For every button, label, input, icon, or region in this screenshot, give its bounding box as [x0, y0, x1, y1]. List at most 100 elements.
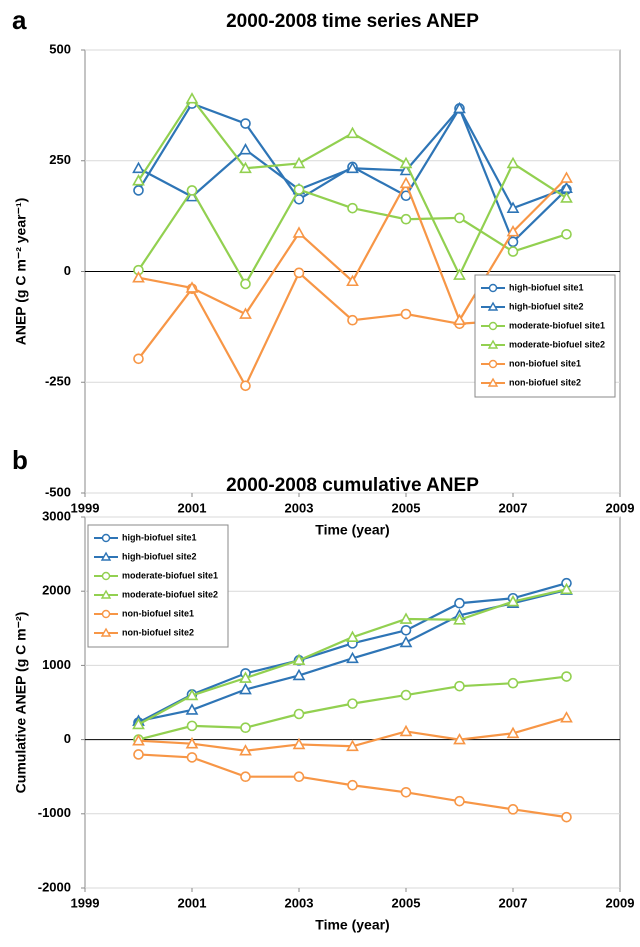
marker-circle	[400, 786, 412, 798]
marker-triangle	[506, 201, 520, 213]
marker-triangle	[453, 268, 466, 280]
marker-triangle	[560, 711, 573, 723]
marker-circle	[240, 380, 251, 392]
marker-triangle	[239, 682, 252, 695]
legend-marker	[101, 609, 111, 619]
chart-title: 2000-2008 time series ANEP	[226, 11, 479, 32]
marker-circle	[507, 677, 519, 689]
legend-marker	[101, 571, 111, 581]
marker-triangle	[399, 156, 413, 169]
marker-triangle	[399, 724, 413, 737]
legend-label: moderate-biofuel site1	[122, 570, 218, 580]
marker-circle	[347, 202, 358, 214]
y-axis-title: Cumulative ANEP (g C m⁻²)	[13, 612, 29, 794]
y-tick-label: -500	[45, 484, 71, 499]
marker-circle	[240, 118, 251, 129]
marker-triangle	[239, 143, 252, 155]
marker-triangle	[453, 101, 466, 114]
marker-triangle	[132, 271, 145, 283]
x-tick-label: 2007	[499, 500, 528, 515]
legend-marker	[487, 339, 499, 349]
marker-circle	[133, 185, 144, 196]
x-tick-label: 1999	[71, 500, 100, 515]
marker-triangle	[292, 653, 306, 666]
marker-circle	[400, 689, 412, 701]
y-axis-title: ANEP (g C m⁻² year⁻¹)	[13, 198, 29, 346]
x-tick-label: 2009	[606, 895, 635, 910]
legend-box	[474, 274, 616, 398]
marker-circle	[293, 267, 305, 279]
marker-circle	[400, 308, 412, 320]
legend-label: moderate-biofuel site2	[122, 589, 218, 599]
legend-box	[87, 524, 229, 648]
marker-triangle	[185, 281, 199, 293]
legend-label: moderate-biofuel site2	[509, 339, 605, 349]
marker-circle	[347, 314, 358, 326]
marker-triangle	[506, 594, 520, 607]
marker-circle	[186, 752, 198, 763]
marker-triangle	[399, 612, 413, 624]
marker-triangle	[506, 156, 520, 169]
y-tick-label: 3000	[42, 508, 71, 523]
legend-marker	[100, 627, 112, 637]
marker-circle	[507, 246, 519, 257]
marker-triangle	[506, 726, 520, 739]
marker-triangle	[560, 191, 573, 203]
marker-triangle	[239, 744, 252, 756]
legend-label: high-biofuel site1	[509, 282, 584, 292]
marker-circle	[454, 212, 465, 224]
marker-triangle	[346, 739, 359, 752]
marker-circle	[347, 698, 358, 709]
marker-circle	[454, 597, 465, 609]
legend-label: moderate-biofuel site1	[509, 320, 605, 330]
legend-marker	[487, 377, 499, 387]
marker-triangle	[346, 651, 359, 664]
legend-marker	[100, 551, 112, 561]
marker-circle	[454, 795, 465, 807]
marker-triangle	[185, 92, 199, 104]
marker-triangle	[292, 156, 306, 169]
marker-circle	[347, 779, 358, 791]
x-tick-label: 2009	[606, 500, 635, 515]
marker-triangle	[346, 274, 359, 287]
legend-label: high-biofuel site1	[122, 532, 197, 542]
marker-triangle	[239, 161, 252, 174]
y-tick-label: -2000	[38, 879, 71, 894]
series-line	[137, 106, 567, 210]
marker-triangle	[399, 176, 413, 189]
marker-triangle	[453, 613, 466, 625]
marker-triangle	[239, 671, 252, 683]
y-tick-label: 0	[64, 263, 71, 278]
marker-circle	[240, 278, 251, 290]
chart-title: 2000-2008 cumulative ANEP	[226, 475, 479, 496]
x-tick-label: 2007	[499, 895, 528, 910]
marker-triangle	[560, 582, 573, 595]
x-tick-label: 2001	[178, 895, 207, 910]
legend-label: high-biofuel site2	[122, 551, 197, 561]
marker-triangle	[399, 635, 413, 648]
panel-label: b	[12, 445, 28, 475]
marker-triangle	[346, 126, 359, 139]
marker-circle	[293, 708, 305, 720]
marker-triangle	[132, 734, 145, 746]
x-axis-title: Time (year)	[315, 522, 389, 538]
y-tick-label: 0	[64, 731, 71, 746]
x-axis-title: Time (year)	[315, 917, 389, 933]
x-tick-label: 2001	[178, 500, 207, 515]
marker-circle	[561, 228, 572, 240]
legend-label: non-biofuel site1	[122, 608, 194, 618]
y-tick-label: -250	[45, 374, 71, 389]
marker-circle	[293, 771, 305, 783]
y-tick-label: -1000	[38, 805, 71, 820]
marker-triangle	[506, 224, 520, 237]
y-tick-label: 250	[49, 152, 71, 167]
x-tick-label: 1999	[71, 895, 100, 910]
x-tick-label: 2003	[285, 500, 314, 515]
legend-label: non-biofuel site2	[509, 377, 581, 387]
marker-triangle	[292, 737, 306, 750]
legend-marker	[101, 533, 111, 543]
legend-label: non-biofuel site1	[509, 358, 581, 368]
marker-triangle	[185, 688, 199, 701]
marker-circle	[186, 720, 198, 732]
